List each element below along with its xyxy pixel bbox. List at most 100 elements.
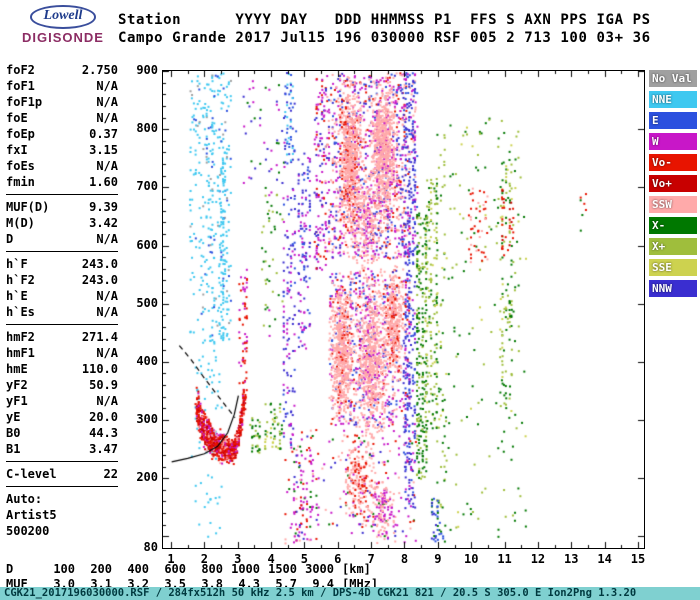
bottom-row-value: 400 <box>127 562 149 576</box>
separator-line <box>6 486 118 487</box>
param-value: N/A <box>96 95 118 109</box>
param-row: M(D) 3.42 <box>6 215 118 231</box>
param-label: fmin <box>6 175 35 189</box>
param-value: 271.4 <box>81 330 118 344</box>
param-label: foF1 <box>6 79 35 93</box>
param-label: yF1 <box>6 394 28 408</box>
x-axis-tick-label: 15 <box>630 552 646 566</box>
legend-item-no-val: No Val <box>649 70 697 87</box>
param-row: foE N/A <box>6 110 118 126</box>
x-axis-tick-label: 12 <box>530 552 546 566</box>
status-bar: CGK21_2017196030000.RSF / 284fx512h 50 k… <box>0 587 700 600</box>
param-value: N/A <box>96 232 118 246</box>
bottom-row-label: D <box>6 562 14 576</box>
x-axis-tick-label: 4 <box>267 552 275 566</box>
param-row: h`F 243.0 <box>6 256 118 272</box>
param-value: 1.60 <box>89 175 118 189</box>
bottom-row-value: 800 <box>201 562 223 576</box>
x-axis-tick-label: 5 <box>300 552 309 566</box>
x-axis-tick-label: 6 <box>334 552 342 566</box>
header-column-labels: Station YYYY DAY DDD HHMMSS P1 FFS S AXN… <box>118 12 651 28</box>
x-axis-tick-label: 8 <box>400 552 409 566</box>
scaled-parameters-panel: foF2 2.750 foF1 N/A foF1p N/A foE N/A foEp 0.37 fx… <box>6 62 118 539</box>
x-axis-tick-label: 10 <box>463 552 479 566</box>
param-row: h`E N/A <box>6 288 118 304</box>
y-axis-tick-label: 500 <box>136 295 158 310</box>
logo-product: DIGISONDE <box>22 30 104 45</box>
param-value: 3.15 <box>89 143 118 157</box>
legend-item-vo-: Vo+ <box>649 175 697 192</box>
y-axis-tick-label: 80 <box>143 540 158 554</box>
x-axis-tick-label: 9 <box>434 552 442 566</box>
x-axis-tick-label: 14 <box>597 552 612 566</box>
param-footer-label: 500200 <box>6 524 50 538</box>
param-row: foEs N/A <box>6 158 118 174</box>
param-row: fxI 3.15 <box>6 142 118 158</box>
param-row: hmF2 271.4 <box>6 329 118 345</box>
param-label: h`Es <box>6 305 35 319</box>
param-label: hmF2 <box>6 330 35 344</box>
separator-line <box>6 461 118 462</box>
param-row: D N/A <box>6 231 118 247</box>
lowell-digisonde-logo: Lowell DIGISONDE <box>8 4 118 50</box>
legend-item-sse: SSE <box>649 259 697 276</box>
legend-item-vo-: Vo- <box>649 154 697 171</box>
legend-item-x-: X- <box>649 217 697 234</box>
param-label: yE <box>6 410 21 424</box>
bottom-row-unit: [km] <box>342 562 371 576</box>
distance-row: D 100 200 400 600 800 1000 1500 3000 [km] <box>6 562 371 576</box>
param-row: foF2 2.750 <box>6 62 118 78</box>
param-footer-label: Artist5 <box>6 508 57 522</box>
param-label: foE <box>6 111 28 125</box>
param-row: C-level 22 <box>6 466 118 482</box>
legend-item-ssw: SSW <box>649 196 697 213</box>
param-footer-row: 500200 <box>6 523 118 539</box>
param-row: h`F2 243.0 <box>6 272 118 288</box>
param-value: N/A <box>96 159 118 173</box>
param-value: 2.750 <box>81 63 118 77</box>
echo-status-legend: No Val NNE E W Vo- Vo+ SSW X- X+ SSE NNW <box>649 70 697 301</box>
x-axis-tick-label: 11 <box>497 552 512 566</box>
param-label: MUF(D) <box>6 200 50 214</box>
param-label: yF2 <box>6 378 28 392</box>
param-label: foF2 <box>6 63 35 77</box>
param-row: yF2 50.9 <box>6 377 118 393</box>
param-value: N/A <box>96 111 118 125</box>
param-row: h`Es N/A <box>6 304 118 320</box>
x-axis-tick-label: 7 <box>367 552 375 566</box>
param-label: h`F <box>6 257 28 271</box>
param-row: foEp 0.37 <box>6 126 118 142</box>
param-row: yE 20.0 <box>6 409 118 425</box>
param-row: fmin 1.60 <box>6 174 118 190</box>
param-value: 9.39 <box>89 200 118 214</box>
param-row: hmE 110.0 <box>6 361 118 377</box>
param-label: foEp <box>6 127 35 141</box>
param-row: foF1p N/A <box>6 94 118 110</box>
legend-item-nne: NNE <box>649 91 697 108</box>
param-row: foF1 N/A <box>6 78 118 94</box>
param-value: N/A <box>96 346 118 360</box>
y-axis-tick-label: 900 <box>136 63 158 77</box>
param-label: hmF1 <box>6 346 35 360</box>
legend-item-x-: X+ <box>649 238 697 255</box>
bottom-row-value: 600 <box>164 562 186 576</box>
param-label: M(D) <box>6 216 35 230</box>
legend-item-e: E <box>649 112 697 129</box>
param-value: 3.47 <box>89 442 118 456</box>
param-footer-label: Auto: <box>6 492 43 506</box>
legend-item-nnw: NNW <box>649 280 697 297</box>
param-value: N/A <box>96 394 118 408</box>
x-axis-tick-label: 1 <box>167 552 175 566</box>
param-label: D <box>6 232 14 246</box>
header-station-values: Campo Grande 2017 Jul15 196 030000 RSF 0… <box>118 30 651 46</box>
param-value: 44.3 <box>89 426 118 440</box>
param-value: N/A <box>96 289 118 303</box>
param-value: N/A <box>96 79 118 93</box>
param-value: 22 <box>103 467 118 481</box>
x-axis-tick-label: 2 <box>200 552 208 566</box>
param-row: B1 3.47 <box>6 441 118 457</box>
param-footer-row: Artist5 <box>6 507 118 523</box>
y-axis-tick-label: 200 <box>136 470 158 485</box>
param-label: fxI <box>6 143 28 157</box>
